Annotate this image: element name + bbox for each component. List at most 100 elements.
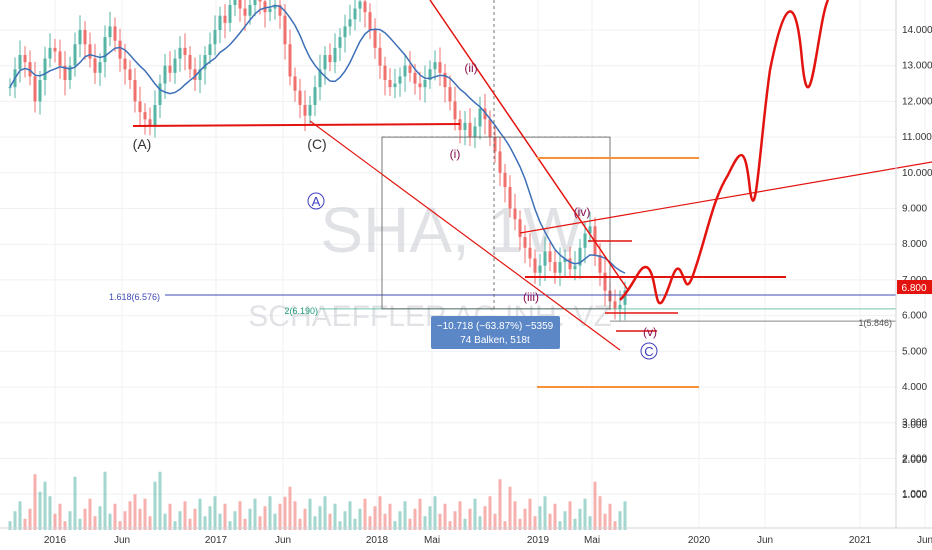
- candle-body[interactable]: [148, 119, 152, 127]
- candle-body[interactable]: [388, 79, 392, 88]
- support-line-A-C[interactable]: [132, 123, 461, 127]
- candle-body[interactable]: [378, 47, 382, 66]
- candle-body[interactable]: [503, 172, 507, 188]
- candle-body[interactable]: [548, 251, 552, 263]
- candle-body[interactable]: [463, 122, 467, 130]
- candle-body[interactable]: [488, 119, 492, 138]
- candle-body[interactable]: [188, 54, 192, 70]
- candle-body[interactable]: [108, 26, 112, 38]
- candle-body[interactable]: [528, 247, 532, 259]
- candle-body[interactable]: [168, 65, 172, 73]
- candle-body[interactable]: [128, 69, 132, 80]
- candle-body[interactable]: [323, 54, 327, 70]
- candle-body[interactable]: [258, 0, 262, 2]
- candle-body[interactable]: [73, 44, 77, 66]
- candle-body[interactable]: [68, 65, 72, 80]
- candle-body[interactable]: [243, 8, 247, 16]
- candle-body[interactable]: [113, 26, 117, 41]
- candle-body[interactable]: [413, 72, 417, 84]
- candle-body[interactable]: [308, 104, 312, 116]
- candle-body[interactable]: [328, 54, 332, 63]
- candle-body[interactable]: [288, 44, 292, 77]
- candle-body[interactable]: [333, 47, 337, 63]
- candle-body[interactable]: [228, 5, 232, 23]
- candle-body[interactable]: [623, 290, 627, 305]
- candle-body[interactable]: [133, 79, 137, 102]
- candle-body[interactable]: [348, 19, 352, 27]
- candle-body[interactable]: [193, 69, 197, 80]
- candle-body[interactable]: [158, 83, 162, 105]
- candle-body[interactable]: [263, 1, 267, 13]
- candle-body[interactable]: [543, 251, 547, 266]
- candle-body[interactable]: [383, 65, 387, 80]
- candle-body[interactable]: [433, 62, 437, 70]
- candle-body[interactable]: [418, 83, 422, 88]
- candle-body[interactable]: [253, 0, 257, 6]
- candle-body[interactable]: [233, 0, 237, 6]
- candle-body[interactable]: [338, 37, 342, 48]
- candle-body[interactable]: [393, 83, 397, 88]
- candle-body[interactable]: [283, 15, 287, 45]
- candle-body[interactable]: [603, 272, 607, 291]
- candle-body[interactable]: [498, 151, 502, 173]
- candle-body[interactable]: [223, 15, 227, 23]
- candle-body[interactable]: [78, 30, 82, 45]
- candle-body[interactable]: [33, 76, 37, 102]
- candle-body[interactable]: [358, 1, 362, 9]
- candle-body[interactable]: [103, 37, 107, 63]
- candle-body[interactable]: [493, 137, 497, 152]
- candle-body[interactable]: [428, 69, 432, 80]
- candle-body[interactable]: [38, 79, 42, 102]
- candle-body[interactable]: [118, 40, 122, 59]
- candle-body[interactable]: [613, 301, 617, 309]
- candle-body[interactable]: [448, 87, 452, 102]
- candle-body[interactable]: [368, 12, 372, 30]
- candle-body[interactable]: [88, 44, 92, 59]
- candle-body[interactable]: [438, 62, 442, 73]
- candle-body[interactable]: [408, 65, 412, 73]
- candle-body[interactable]: [213, 30, 217, 45]
- candle-body[interactable]: [578, 247, 582, 266]
- candle-body[interactable]: [43, 58, 47, 80]
- candle-body[interactable]: [198, 69, 202, 80]
- candle-body[interactable]: [518, 219, 522, 238]
- candle-body[interactable]: [163, 65, 167, 84]
- candle-body[interactable]: [363, 1, 367, 13]
- candle-body[interactable]: [618, 304, 622, 309]
- candle-body[interactable]: [523, 237, 527, 248]
- candle-body[interactable]: [353, 8, 357, 20]
- candle-body[interactable]: [293, 76, 297, 91]
- candle-body[interactable]: [568, 258, 572, 270]
- candle-body[interactable]: [453, 101, 457, 120]
- channel-line-lower[interactable]: [309, 120, 621, 351]
- candle-body[interactable]: [563, 258, 567, 263]
- price-axis[interactable]: 14.000 13.000 12.000 11.000 10.000 9.000 8.000…: [895, 0, 932, 528]
- candle-body[interactable]: [123, 58, 127, 70]
- candle-body[interactable]: [538, 265, 542, 273]
- candle-body[interactable]: [483, 108, 487, 120]
- candle-body[interactable]: [93, 58, 97, 73]
- candle-body[interactable]: [218, 15, 222, 30]
- candle-body[interactable]: [478, 108, 482, 127]
- candle-body[interactable]: [58, 51, 62, 66]
- time-axis[interactable]: 2016 Jun 2017 Jun 2018 Mai 2019 Mai 2020 Jun 2021 J…: [0, 527, 932, 546]
- candle-body[interactable]: [303, 104, 307, 116]
- candle-body[interactable]: [443, 72, 447, 88]
- candle-body[interactable]: [278, 5, 282, 16]
- candle-body[interactable]: [208, 44, 212, 55]
- candle-body[interactable]: [313, 87, 317, 105]
- candle-body[interactable]: [583, 233, 587, 248]
- candle-body[interactable]: [138, 101, 142, 113]
- candle-body[interactable]: [238, 0, 242, 9]
- candle-body[interactable]: [473, 126, 477, 138]
- candle-body[interactable]: [153, 104, 157, 127]
- candle-body[interactable]: [248, 5, 252, 16]
- candle-body[interactable]: [23, 54, 27, 63]
- upper-trend-line[interactable]: [519, 161, 932, 234]
- candle-body[interactable]: [573, 265, 577, 270]
- candle-body[interactable]: [513, 208, 517, 220]
- candle-body[interactable]: [343, 26, 347, 38]
- candle-body[interactable]: [468, 122, 472, 138]
- candle-body[interactable]: [373, 30, 377, 48]
- candles[interactable]: [8, 0, 627, 322]
